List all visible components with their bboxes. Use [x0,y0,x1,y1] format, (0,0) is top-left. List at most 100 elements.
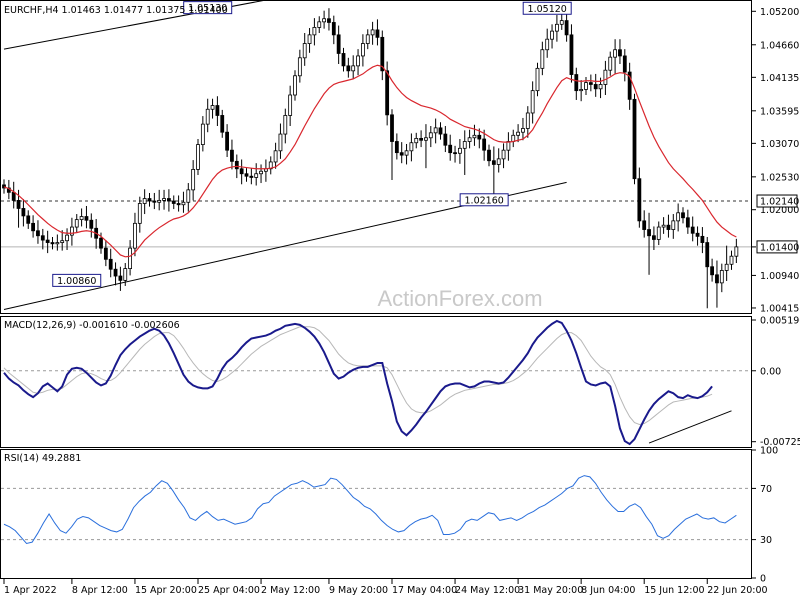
candle-body [302,43,307,59]
candle-body [322,18,327,23]
time-tick-label: 15 Jun 12:00 [644,585,704,596]
candle-body [656,226,661,240]
price-tick-label: 1.00940 [760,271,799,282]
candle-body [642,220,647,230]
candle-body [317,21,322,28]
candle-body [365,34,370,44]
candle-body [2,184,6,189]
candle-body [288,94,293,116]
price-panel-frame [0,0,752,314]
candle-body [438,127,443,135]
candle-body [65,234,69,242]
candle-body [99,237,103,249]
macd-trendline [648,410,732,444]
candle-body [176,203,181,206]
candle-body [540,49,545,69]
macd-tick-label: 0.00 [760,366,781,377]
candle-body [133,222,137,249]
candle-body [186,189,191,203]
candle-body [370,29,375,36]
price-annotation-box [522,1,572,15]
candle-body [681,212,685,219]
candle-body [676,212,681,222]
price-tick-label: 1.04660 [760,40,799,51]
candle-body [307,34,312,44]
candle-body [550,30,554,40]
candle-body [661,224,666,228]
candle-body [705,242,710,268]
candle-body [278,133,283,152]
candle-body [729,255,734,265]
channel-upper-line [3,0,269,50]
candle-body [220,115,225,133]
candle-body [157,199,162,203]
price-panel: 1.05200 1.04660 1.04135 1.03595 1.03070 1.025… [1,0,799,314]
candle-body [336,34,341,54]
macd-main-line [3,319,713,446]
time-tick-label: 25 Apr 04:00 [198,585,260,596]
candle-body [574,74,579,92]
candle-body [506,141,511,151]
candle-body [123,268,128,281]
macd-signal-line [3,326,713,426]
candle-body [36,230,40,237]
candle-body [210,105,215,110]
symbol-header: EURCHF,H4 1.01463 1.01477 1.01375 1.0140… [4,5,228,16]
candle-body [700,235,705,243]
candle-body [501,149,506,160]
candle-body [433,127,438,134]
price-tick-label: 1.03070 [760,139,799,150]
candle-body [603,69,608,85]
candle-body [482,138,487,151]
candle-body [545,38,550,51]
price-annotation-box [459,193,509,207]
level-line-label: 1.02140 [760,197,799,208]
candle-body [734,246,739,257]
candle-body [516,131,520,136]
price-annotation-label: 1.00860 [57,276,96,287]
time-tick-label: 1 Apr 2022 [4,585,57,596]
candle-body [118,275,123,281]
rsi-tick-label: 100 [760,446,778,457]
candle-body [710,266,714,276]
candle-body [457,147,462,154]
candle-body [647,229,651,237]
candle-body [608,56,613,71]
candle-body [128,247,133,269]
candle-body [690,226,695,234]
macd-tick-label: 0.005196 [760,315,800,326]
candle-body [613,49,617,58]
candle-body [477,134,482,140]
candle-body [462,141,467,149]
candle-body [239,168,244,175]
candle-body [205,108,210,125]
candle-body [695,232,700,237]
price-tick-label: 1.03595 [760,106,799,117]
price-annotation-label: 1.05120 [528,4,567,15]
candle-body [50,242,55,245]
rsi-line [3,475,737,544]
candle-body [259,170,263,175]
time-tick-label: 17 May 04:00 [392,585,457,596]
candle-body [142,198,147,204]
candle-body [273,150,278,163]
time-tick-label: 9 May 20:00 [329,585,388,596]
candle-body [297,57,302,77]
candle-body [249,175,254,178]
rsi-tick-label: 30 [760,535,772,546]
candle-body [171,200,176,204]
candle-body [715,274,719,284]
candle-body [200,123,205,145]
candle-body [530,90,535,114]
candle-body [399,152,404,156]
candle-body [390,114,394,142]
candle-body [394,141,399,154]
candle-body [293,75,297,96]
candle-body [511,134,516,142]
candle-body [521,128,525,133]
candle-body [598,84,603,90]
price-tick-label: 1.05200 [760,7,799,18]
time-tick-label: 15 Apr 20:00 [135,585,197,596]
last-price-label: 1.01400 [760,242,799,253]
candle-body [467,137,472,142]
